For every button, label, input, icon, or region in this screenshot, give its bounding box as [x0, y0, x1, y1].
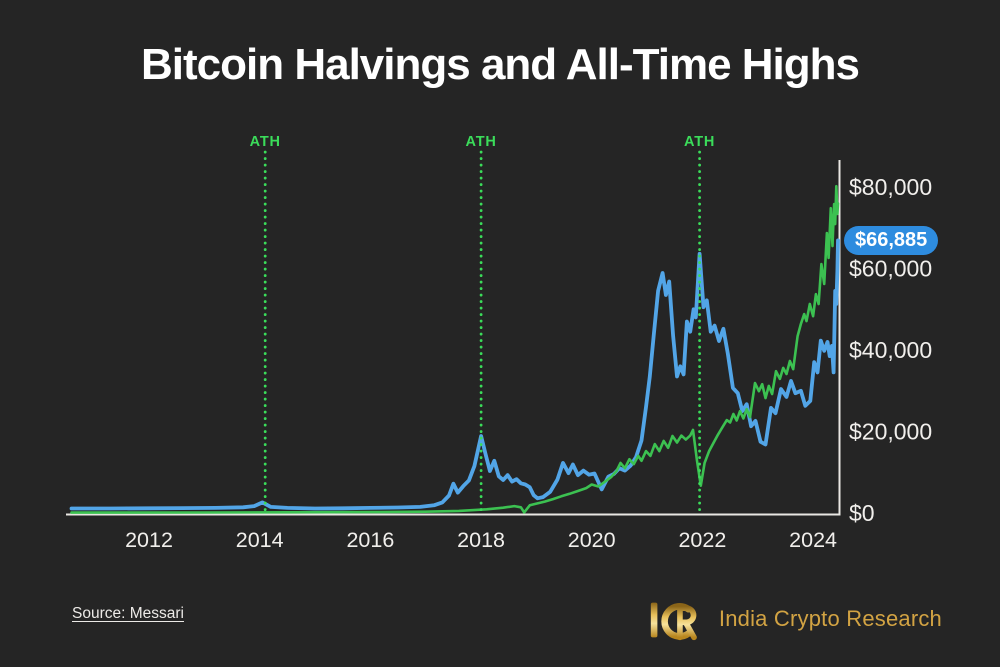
x-tick-label: 2016 [346, 528, 394, 552]
x-tick-label: 2024 [789, 528, 837, 552]
brand-footer: India Crypto Research [648, 595, 942, 643]
ath-label: ATH [684, 134, 715, 150]
y-tick-label: $40,000 [849, 337, 932, 363]
axis-spines [66, 160, 841, 516]
x-tick-label: 2014 [236, 528, 284, 552]
x-tick-label: 2020 [568, 528, 616, 552]
green-secondary-line [70, 184, 840, 514]
y-tick-label: $20,000 [849, 419, 932, 445]
current-price-badge: $66,885 [844, 226, 939, 255]
y-tick-label: $80,000 [849, 174, 932, 200]
icr-logo-icon [650, 602, 697, 640]
x-tick-label: 2018 [457, 528, 505, 552]
page-title: Bitcoin Halvings and All-Time Highs [141, 40, 860, 89]
x-tick-label: 2022 [678, 528, 726, 552]
source-link[interactable]: Source: Messari [72, 605, 184, 622]
blue-price-line [69, 238, 840, 511]
x-tick-label: 2012 [125, 528, 173, 552]
brand-name: India Crypto Research [718, 606, 942, 631]
ath-label: ATH [466, 134, 497, 150]
y-tick-label: $60,000 [849, 256, 932, 282]
y-tick-label: $0 [849, 500, 875, 526]
ath-label: ATH [250, 134, 281, 150]
